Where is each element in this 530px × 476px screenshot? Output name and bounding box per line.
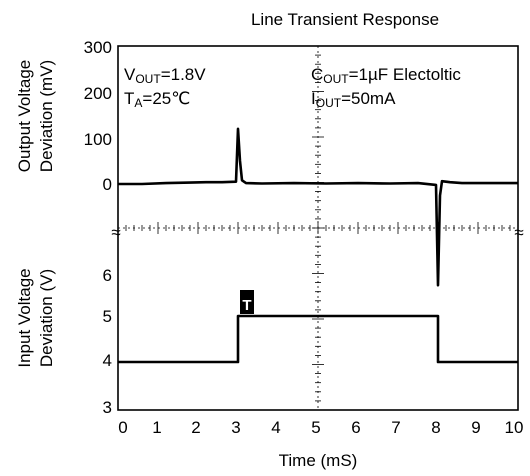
ytick-out-300: 300 [84,38,112,57]
ytick-out-100: 100 [84,130,112,149]
cout-main: C [311,65,323,84]
xtick-0: 0 [118,418,127,437]
cout-annotation: COUT=1µF Electoltic [311,65,461,86]
input-ylabel-line2: Deviation (V) [37,269,56,367]
xtick-9: 9 [471,418,480,437]
trigger-marker-box [240,290,254,314]
axis-break-right: ≈ [514,223,523,242]
vout-sub: OUT [135,72,161,86]
cout-sub: OUT [323,72,349,86]
iout-main: I [311,89,316,108]
ytick-in-5: 5 [103,307,112,326]
input-voltage-trace [118,314,518,364]
ytick-out-0: 0 [103,175,112,194]
xtick-8: 8 [431,418,440,437]
ta-main: T [124,89,134,108]
iout-sub: OUT [316,96,342,110]
iout-annotation: IOUT=50mA [311,89,396,110]
output-ytick-labels: 300 200 100 0 [84,38,112,194]
xtick-5: 5 [311,418,320,437]
vout-value: =1.8V [161,65,207,84]
xtick-10: 10 [505,418,524,437]
ta-annotation: TA=25℃ [124,89,190,110]
iout-value: =50mA [341,89,396,108]
xtick-1: 1 [152,418,161,437]
input-ylabel-line1: Input Voltage [15,268,34,367]
series-layer [118,127,518,364]
vout-annotation: VOUT=1.8V [124,65,206,86]
vout-main: V [124,65,136,84]
ytick-out-200: 200 [84,84,112,103]
ytick-in-3: 3 [103,398,112,417]
minor-ticks [117,45,519,411]
ytick-in-6: 6 [103,266,112,285]
ytick-in-4: 4 [103,351,112,370]
chart-title: Line Transient Response [251,10,439,29]
cout-value: =1µF Electoltic [349,65,462,84]
xtick-2: 2 [191,418,200,437]
xtick-7: 7 [391,418,400,437]
xtick-3: 3 [231,418,240,437]
ta-sub: A [134,96,142,110]
axis-break-left: ≈ [111,223,120,242]
xtick-4: 4 [271,418,280,437]
ta-value: =25℃ [142,89,190,108]
x-axis-label: Time (mS) [279,451,358,470]
trigger-marker-label: T [242,297,251,314]
input-ytick-labels: 6 5 4 3 [103,266,112,417]
output-voltage-trace [118,127,518,287]
xtick-6: 6 [351,418,360,437]
output-ylabel-line1: Output Voltage [15,60,34,172]
output-ylabel-line2: Deviation (mV) [37,60,56,172]
xtick-labels: 0 1 2 3 4 5 6 7 8 9 10 [118,418,523,437]
